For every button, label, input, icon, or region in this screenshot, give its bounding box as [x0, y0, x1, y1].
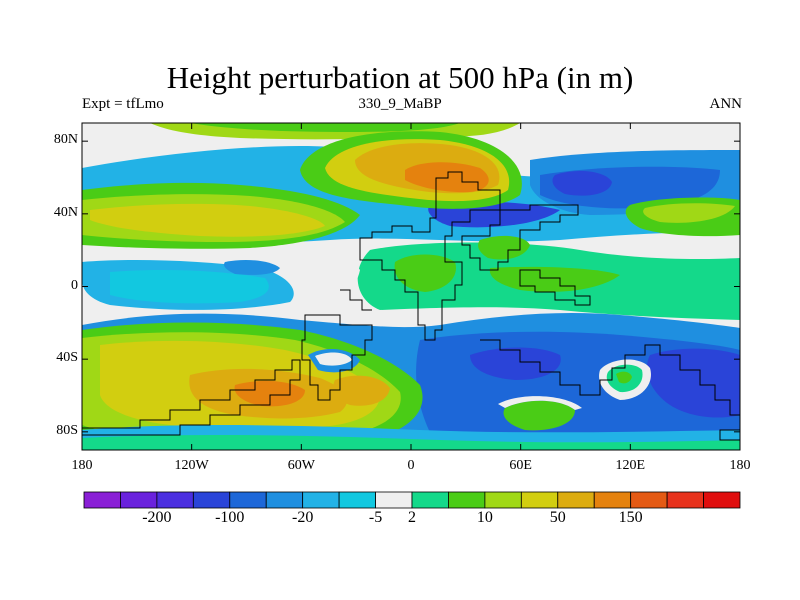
lon-tick-label: 60W — [287, 458, 315, 473]
contour-eurasia-orange — [405, 162, 489, 193]
season-label: ANN — [709, 96, 743, 112]
colorbar-swatch — [593, 491, 632, 509]
colorbar-label: -200 — [142, 509, 172, 526]
lon-tick-label: 180 — [71, 458, 93, 473]
colorbar-swatch — [520, 491, 559, 509]
contour-nh-darkblue-1 — [552, 170, 612, 196]
lat-tick-label: 80N — [53, 132, 78, 148]
colorbar-swatch — [302, 491, 340, 509]
colorbar-swatch — [338, 491, 376, 509]
colorbar — [83, 491, 741, 509]
contour-tropic-green-asia — [478, 235, 530, 260]
colorbar-swatch — [83, 491, 121, 509]
colorbar-label: -100 — [215, 509, 245, 526]
lat-tick-label: 80S — [56, 422, 78, 438]
contour-sp-orange — [234, 380, 305, 407]
coast-asia — [461, 204, 579, 271]
colorbar-swatch — [156, 491, 194, 509]
coast-se-asia — [519, 269, 591, 306]
colorbar-label: -5 — [368, 509, 383, 526]
colorbar-swatch — [375, 491, 413, 509]
coast-antarctic-peninsula — [82, 359, 301, 436]
contour-aus-ring-core — [616, 371, 632, 384]
colorbar-swatch — [484, 491, 522, 509]
colorbar-swatch — [411, 491, 449, 509]
lat-tick-label: 40S — [56, 350, 78, 366]
colorbar-swatch — [120, 491, 158, 509]
lon-tick-label: 60E — [509, 458, 532, 473]
contour-tropic-green-africa — [394, 254, 456, 292]
colorbar-label: 50 — [549, 509, 566, 526]
experiment-label: Expt = tfLmo — [82, 96, 164, 112]
period-label: 330_9_MaBP — [358, 96, 442, 112]
contour-tropic-blue-spot — [224, 260, 280, 275]
contour-equatorial-white-gap — [288, 253, 360, 302]
coast-south-america — [301, 314, 373, 401]
lon-tick-label: 0 — [407, 458, 415, 473]
colorbar-label: 2 — [408, 509, 416, 526]
colorbar-swatch — [192, 491, 231, 509]
contour-tropic-cyan-inner — [110, 270, 269, 304]
coastlines — [82, 171, 740, 441]
colorbar-swatch — [666, 491, 704, 509]
lon-tick-label: 120E — [615, 458, 646, 473]
colorbar-label: -20 — [291, 509, 314, 526]
contour-sio-white-ring — [498, 396, 582, 410]
coast-australia — [480, 339, 740, 441]
contour-sa-gold-blob — [333, 375, 390, 406]
colorbar-swatch — [557, 491, 595, 509]
contour-ne-pacific-lime — [643, 203, 735, 223]
coast-central-america — [340, 289, 372, 311]
plot-title: Height perturbation at 500 hPa (in m) — [166, 60, 634, 95]
lon-tick-label: 120W — [174, 458, 209, 473]
contour-polar-green — [190, 123, 460, 132]
lon-tick-label: 180 — [729, 458, 751, 473]
contour-sa-white-eddy — [315, 352, 352, 366]
colorbar-swatch — [630, 491, 668, 509]
colorbar-label: 10 — [476, 509, 493, 526]
colorbar-swatch — [448, 491, 486, 509]
colorbar-label: 150 — [618, 509, 643, 526]
contour-na-yellow — [90, 203, 325, 237]
contour-sio-green-ring — [503, 400, 575, 431]
colorbar-swatch — [703, 491, 741, 509]
lat-tick-label: 0 — [71, 277, 78, 293]
lat-tick-label: 40N — [53, 204, 78, 220]
colorbar-swatch — [265, 491, 304, 509]
colorbar-swatch — [229, 491, 267, 509]
coast-africa-europe — [359, 171, 501, 341]
contour-sh-southern-mint — [82, 434, 740, 450]
contour-field — [82, 123, 740, 450]
axis-ticks — [81, 123, 741, 450]
contour-sh-darkblue-1 — [470, 347, 561, 380]
